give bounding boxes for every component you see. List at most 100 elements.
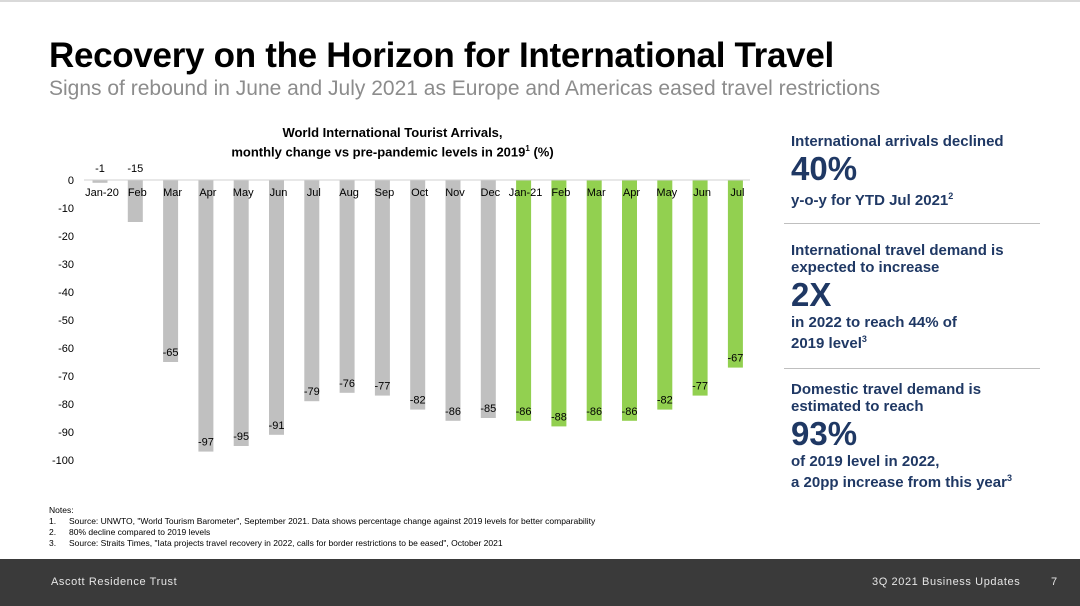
note-number: 1.: [49, 516, 57, 526]
stat-block-demand-footnote-ref: 3: [861, 334, 867, 344]
stat-block-domestic-footnote-ref: 3: [1006, 473, 1012, 483]
page-title: Recovery on the Horizon for Internationa…: [49, 36, 834, 75]
data-label: -79: [304, 386, 320, 398]
x-tick-label: Jul: [730, 187, 744, 199]
top-border-line: [0, 0, 1080, 2]
stat-block-demand: International travel demand is expected …: [791, 242, 1046, 352]
notes-heading: Notes:: [49, 505, 74, 515]
data-label: -15: [127, 163, 143, 175]
data-label: -88: [551, 411, 567, 423]
data-label: -1: [95, 163, 105, 175]
x-tick-label: Feb: [551, 187, 570, 199]
stat-block-domestic: Domestic travel demand is estimated to r…: [791, 381, 1046, 491]
bar: [622, 180, 637, 421]
y-tick-label: -10: [58, 203, 74, 215]
data-label: -77: [374, 381, 390, 393]
x-tick-label: Apr: [199, 187, 216, 199]
x-tick-label: Apr: [623, 187, 640, 199]
footer-page-number: 7: [1051, 576, 1058, 588]
x-tick-label: Jun: [270, 187, 288, 199]
stat-block-arrivals-tail-text: y-o-y for YTD Jul 2021: [791, 192, 949, 209]
note-text: 80% decline compared to 2019 levels: [69, 527, 211, 537]
page-subtitle: Signs of rebound in June and July 2021 a…: [49, 77, 881, 100]
data-label: -86: [586, 406, 602, 418]
y-tick-label: 0: [68, 175, 74, 187]
bar: [445, 180, 461, 421]
x-tick-label: Oct: [411, 187, 428, 199]
stat-block-arrivals-lead: International arrivals declined: [791, 133, 1004, 150]
note-text: Source: UNWTO, "World Tourism Barometer"…: [69, 516, 596, 526]
note-item: 2. 80% decline compared to 2019 levels: [49, 527, 595, 538]
stat-block-arrivals: International arrivals declined 40% y-o-…: [791, 133, 1046, 209]
chart-title-line1: World International Tourist Arrivals,: [282, 125, 503, 140]
note-text: Source: Straits Times, "Iata projects tr…: [69, 538, 503, 548]
stat-block-arrivals-tail: y-o-y for YTD Jul 20212: [791, 188, 1046, 209]
stat-block-domestic-value: 93%: [791, 415, 858, 452]
data-label: -76: [339, 378, 355, 390]
chart-title-line2-text: monthly change vs pre-pandemic levels in…: [231, 144, 526, 160]
chart-title-line2: monthly change vs pre-pandemic levels in…: [190, 141, 595, 160]
bar: [551, 180, 567, 427]
x-tick-label: Feb: [128, 187, 147, 199]
x-tick-label: Jul: [307, 187, 321, 199]
y-tick-label: -60: [58, 343, 74, 355]
y-tick-label: -20: [58, 231, 74, 243]
bar: [480, 180, 496, 418]
data-label: -77: [692, 381, 708, 393]
x-tick-label: May: [233, 187, 254, 199]
y-tick-label: -90: [58, 427, 74, 439]
bar: [339, 180, 355, 393]
stat-block-arrivals-value: 40%: [791, 150, 858, 187]
x-tick-label: Jan-21: [509, 187, 543, 199]
y-tick-label: -70: [58, 371, 74, 383]
x-tick-label: Jan-20: [85, 187, 119, 199]
bar: [727, 180, 743, 368]
x-tick-label: Mar: [587, 187, 606, 199]
bar: [269, 180, 284, 435]
note-number: 2.: [49, 527, 57, 537]
data-label: -82: [410, 395, 426, 407]
bar: [92, 180, 108, 183]
bar: [410, 180, 426, 410]
y-tick-label: -50: [58, 315, 74, 327]
chart-title-unit: (%): [529, 144, 554, 160]
bar: [586, 180, 602, 421]
bar: [657, 180, 673, 410]
y-tick-label: -30: [58, 259, 74, 271]
bar: [374, 180, 390, 396]
chart-title: World International Tourist Arrivals, mo…: [190, 125, 595, 160]
y-tick-label: -80: [58, 399, 74, 411]
data-label: -82: [657, 395, 673, 407]
footer-bar: Ascott Residence Trust 3Q 2021 Business …: [0, 559, 1080, 606]
note-number: 3.: [49, 538, 57, 548]
stat-block-demand-value: 2X: [791, 276, 832, 313]
data-label: -91: [269, 420, 285, 432]
x-tick-label: Dec: [481, 187, 501, 199]
x-tick-label: Jun: [693, 187, 711, 199]
y-tick-label: -40: [58, 287, 74, 299]
bar: [198, 180, 214, 452]
panel-divider-2: [784, 368, 1040, 369]
y-tick-label: -100: [52, 455, 74, 467]
footer-company-name: Ascott Residence Trust: [51, 576, 178, 588]
stat-block-demand-tail: in 2022 to reach 44% of 2019 level3: [791, 314, 976, 352]
bar: [692, 180, 708, 396]
x-tick-label: Aug: [339, 187, 359, 199]
stat-block-domestic-tail1: of 2019 level in 2022,: [791, 453, 940, 470]
x-tick-label: Mar: [163, 187, 182, 199]
notes-section: Notes: 1. Source: UNWTO, "World Tourism B…: [49, 505, 595, 549]
chart-title-footnote-ref: 1: [525, 144, 530, 153]
data-label: -95: [233, 431, 249, 443]
note-item: 3. Source: Straits Times, "Iata projects …: [49, 538, 595, 549]
stat-block-arrivals-footnote-ref: 2: [948, 191, 954, 201]
stat-block-domestic-tail2-text: a 20pp increase from this year: [791, 474, 1007, 491]
stat-block-domestic-tail2: a 20pp increase from this year3: [791, 470, 1046, 491]
x-tick-label: Sep: [375, 187, 395, 199]
x-tick-label: May: [656, 187, 677, 199]
stat-block-demand-tail-text: in 2022 to reach 44% of 2019 level: [791, 314, 957, 352]
data-label: -85: [480, 403, 496, 415]
bar-chart: 0 -10 -20 -30 -40 -50 -60 -70 -80 -90 -100 Jan-20 Fe…: [52, 163, 750, 467]
bar: [516, 180, 532, 421]
note-item: 1. Source: UNWTO, "World Tourism Baromete…: [49, 516, 595, 527]
data-label: -65: [163, 347, 179, 359]
